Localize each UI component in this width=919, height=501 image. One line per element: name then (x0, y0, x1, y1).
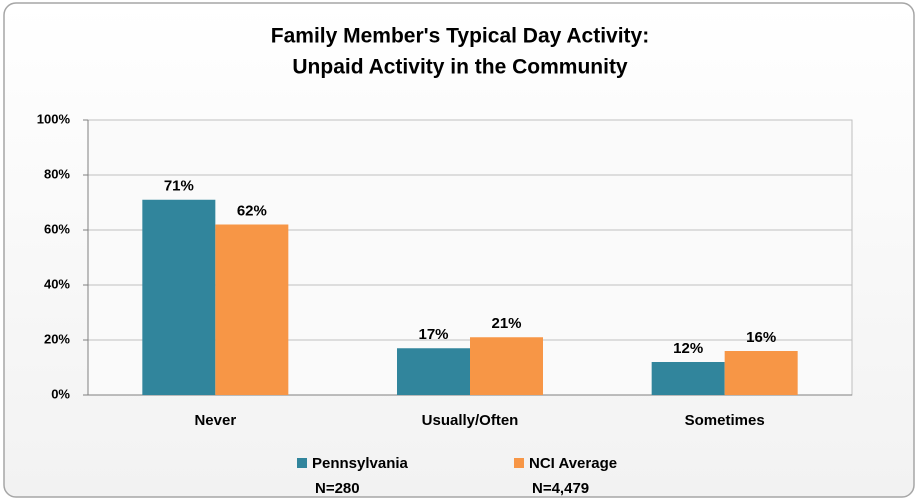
y-tick-label: 20% (44, 331, 70, 346)
data-label: 17% (418, 326, 448, 343)
bar (651, 362, 725, 395)
bar (142, 199, 216, 395)
bar (470, 337, 543, 395)
data-label: 62% (237, 202, 267, 219)
legend-label: NCI Average (529, 455, 617, 472)
data-label: 12% (673, 340, 703, 357)
bar (397, 348, 470, 395)
legend-label: N=4,479 (532, 480, 589, 497)
data-label: 21% (491, 315, 521, 332)
data-label: 71% (164, 178, 194, 195)
legend-swatch (297, 458, 307, 468)
x-tick-label: Sometimes (685, 412, 765, 429)
y-tick-label: 60% (44, 221, 70, 236)
data-label: 16% (746, 329, 776, 346)
y-tick-label: 40% (44, 276, 70, 291)
x-tick-label: Never (194, 412, 236, 429)
bar (724, 351, 798, 395)
y-tick-label: 100% (37, 111, 71, 126)
legend-label: N=280 (315, 480, 360, 497)
x-tick-label: Usually/Often (422, 412, 519, 429)
y-tick-label: 80% (44, 166, 70, 181)
legend-swatch (514, 458, 524, 468)
chart-title: Family Member's Typical Day Activity: (271, 25, 649, 48)
bar (215, 224, 289, 395)
y-tick-label: 0% (51, 386, 70, 401)
chart-title: Unpaid Activity in the Community (292, 56, 628, 79)
legend-label: Pennsylvania (312, 455, 409, 472)
